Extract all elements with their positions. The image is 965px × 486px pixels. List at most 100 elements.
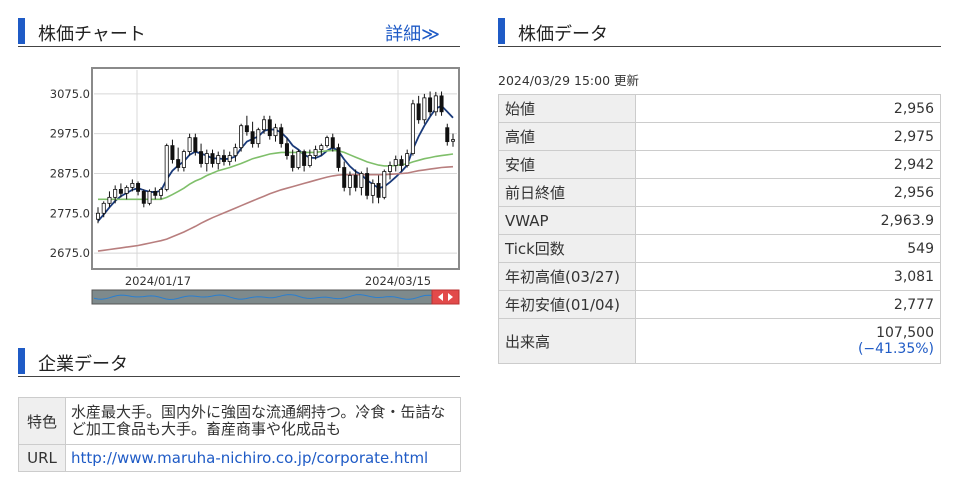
scrollbar-overview-line xyxy=(93,294,437,301)
feature-text: 水産最大手。国内外に強固な流通網持つ。冷食・缶詰など加工食品も大手。畜産商事や化… xyxy=(65,397,461,445)
candle-body xyxy=(422,97,427,121)
y-tick-label: 2775.0 xyxy=(50,206,90,220)
row-label: 安値 xyxy=(498,150,636,179)
candle-body xyxy=(124,187,129,194)
stock-chart-svg: 3075.0 2975.0 2875.0 2775.0 2675.0 2024/01/17… xyxy=(50,67,460,305)
candle-body xyxy=(416,103,421,121)
candle-body xyxy=(284,143,289,156)
section-accent-bar xyxy=(498,18,505,44)
row-value: 2,963.9 xyxy=(635,206,941,235)
corporate-url-link[interactable]: http://www.maruha-nichiro.co.jp/corporat… xyxy=(71,448,429,467)
candle-body xyxy=(170,145,175,160)
candle-body xyxy=(450,139,455,142)
candle-body xyxy=(199,151,204,164)
arrow-right-icon xyxy=(448,293,453,301)
candle-body xyxy=(279,127,284,145)
table-row: Tick回数 549 xyxy=(498,234,941,263)
candle-body xyxy=(433,95,438,113)
candle-body xyxy=(319,145,324,150)
table-row: VWAP 2,963.9 xyxy=(498,206,941,235)
y-tick-label: 2675.0 xyxy=(50,246,90,260)
row-label: 年初安値(01/04) xyxy=(498,290,636,319)
stock-section-header: 株価データ xyxy=(498,16,941,47)
candle-body xyxy=(204,153,209,164)
y-tick-label: 2975.0 xyxy=(50,127,90,141)
candle-body xyxy=(250,131,255,145)
candle-body xyxy=(181,151,186,168)
row-value: 2,975 xyxy=(635,122,941,151)
row-label: 年初高値(03/27) xyxy=(498,262,636,291)
candle-body xyxy=(445,127,450,143)
candle-body xyxy=(325,137,330,147)
table-row-url: URL http://www.maruha-nichiro.co.jp/corp… xyxy=(18,444,461,472)
stock-chart: 3075.0 2975.0 2875.0 2775.0 2675.0 2024/01/17… xyxy=(18,64,460,306)
candle-body xyxy=(347,175,352,188)
corp-section-header: 企業データ xyxy=(18,346,460,377)
candle-body xyxy=(342,167,347,188)
candle-body xyxy=(302,151,307,166)
candle-body xyxy=(221,155,226,162)
candle-body xyxy=(428,97,433,113)
candle-body xyxy=(296,151,301,168)
candle-body xyxy=(244,125,249,133)
table-row: 始値 2,956 xyxy=(498,94,941,123)
stock-section-title: 株価データ xyxy=(518,24,608,45)
table-row: 高値 2,975 xyxy=(498,122,941,151)
row-label: Tick回数 xyxy=(498,234,636,263)
candle-body xyxy=(153,190,158,196)
candle-body xyxy=(307,155,312,166)
table-row: 年初安値(01/04) 2,777 xyxy=(498,290,941,319)
volume-value-cell: 107,500 (−41.35%) xyxy=(635,318,941,364)
url-cell: http://www.maruha-nichiro.co.jp/corporat… xyxy=(65,444,461,472)
candle-body xyxy=(118,188,123,194)
updated-timestamp: 2024/03/29 15:00 更新 xyxy=(498,73,640,88)
candle-body xyxy=(158,188,163,196)
candle-body xyxy=(256,129,261,145)
y-tick-label: 2875.0 xyxy=(50,166,90,180)
table-row: 前日終値 2,956 xyxy=(498,178,941,207)
candle-body xyxy=(399,159,404,166)
x-tick-label: 2024/03/15 xyxy=(365,274,431,288)
candle-body xyxy=(147,190,152,204)
candle-body xyxy=(359,173,364,188)
candle-body xyxy=(370,183,375,196)
candle-body xyxy=(101,202,106,214)
candle-body xyxy=(336,147,341,168)
volume-change: (−41.35%) xyxy=(857,341,934,357)
row-value: 2,942 xyxy=(635,150,941,179)
candle-body xyxy=(239,125,244,149)
candle-body xyxy=(113,188,118,198)
candle-body xyxy=(210,153,215,164)
candle-body xyxy=(365,173,370,196)
chart-detail-link[interactable]: 詳細≫ xyxy=(385,24,440,45)
candle-body xyxy=(273,127,278,137)
candle-body xyxy=(227,155,232,162)
row-label: 高値 xyxy=(498,122,636,151)
section-accent-bar xyxy=(18,348,25,374)
candle-body xyxy=(405,153,410,166)
table-row-feature: 特色 水産最大手。国内外に強固な流通網持つ。冷食・缶詰など加工食品も大手。畜産商… xyxy=(18,397,461,445)
feature-label: 特色 xyxy=(18,397,66,445)
row-value: 3,081 xyxy=(635,262,941,291)
corp-section-title: 企業データ xyxy=(38,354,128,375)
candle-body xyxy=(410,103,415,154)
candle-body xyxy=(233,147,238,156)
row-value: 549 xyxy=(635,234,941,263)
chart-section-header: 株価チャート 詳細≫ xyxy=(18,16,460,47)
scrollbar-handle xyxy=(431,289,460,305)
candle-body xyxy=(262,119,267,131)
candle-body xyxy=(193,137,198,152)
y-tick-label: 3075.0 xyxy=(50,87,90,101)
table-row: 安値 2,942 xyxy=(498,150,941,179)
candle-body xyxy=(176,159,181,168)
row-value: 2,777 xyxy=(635,290,941,319)
candle-body xyxy=(187,137,192,152)
row-label: VWAP xyxy=(498,206,636,235)
candle-body xyxy=(216,155,221,164)
candle-body xyxy=(164,145,169,190)
ma-long-line xyxy=(97,165,454,252)
candle-body xyxy=(388,165,393,172)
x-tick-label: 2024/01/17 xyxy=(125,274,191,288)
candle-body xyxy=(141,190,146,204)
table-row-volume: 出来高 107,500 (−41.35%) xyxy=(498,318,941,364)
